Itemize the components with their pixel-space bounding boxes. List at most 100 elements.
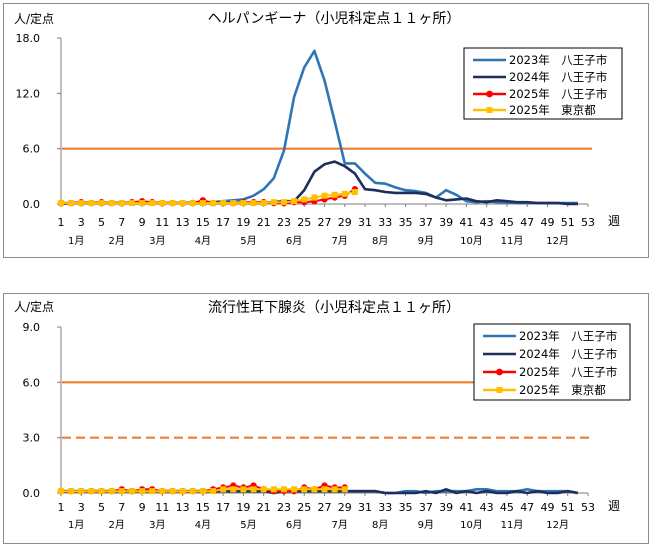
x-tick-label: 27 [318, 501, 332, 514]
month-label: 1月 [68, 235, 84, 247]
y-axis-label: 人/定点 [14, 11, 54, 26]
x-tick-label: 49 [540, 501, 554, 514]
data-point-2025 [78, 488, 85, 495]
data-point-2025 [98, 488, 105, 495]
legend-marker-2025-hachioji [486, 90, 493, 98]
x-tick-label: 27 [318, 216, 332, 229]
data-point-2025 [240, 486, 247, 493]
legend-label-2024: 2024年 八王子市 [519, 347, 617, 361]
data-point-2025 [68, 488, 75, 495]
legend-label-2025-hachioji: 2025年 八王子市 [509, 87, 607, 101]
x-tick-label: 17 [216, 501, 230, 514]
legend: 2023年 八王子市 2024年 八王子市 2025年 八王子市 2025年 東… [463, 47, 623, 120]
x-tick-label: 13 [176, 501, 190, 514]
legend: 2023年 八王子市 2024年 八王子市 2025年 八王子市 2025年 東… [473, 323, 631, 401]
data-point-2025 [88, 488, 95, 495]
x-tick-label: 37 [419, 216, 433, 229]
x-tick-label: 5 [98, 216, 105, 229]
x-tick-label: 31 [358, 501, 372, 514]
data-point-2025 [210, 488, 217, 495]
data-point-2025 [169, 488, 176, 495]
chart-panel-herpangina: 人/定点 ヘルパンギーナ（小児科定点１１ヶ所） 週 0.0 6.0 12.0 18.0… [3, 3, 649, 258]
data-point-2025 [311, 486, 318, 493]
data-point-2025 [220, 486, 227, 493]
data-point-2025 [260, 200, 267, 207]
y-tick-label: 6.0 [23, 376, 41, 389]
x-tick-label: 15 [196, 501, 210, 514]
x-tick-label: 51 [561, 216, 575, 229]
x-tick-label: 9 [139, 216, 146, 229]
x-tick-label: 33 [378, 501, 392, 514]
data-point-2025 [230, 486, 237, 493]
x-tick-label: 7 [118, 216, 125, 229]
x-tick-label: 13 [176, 216, 190, 229]
x-axis-label: 週 [608, 214, 620, 228]
month-label: 5月 [240, 519, 256, 531]
data-point-2025 [139, 200, 146, 207]
data-point-2025 [280, 486, 287, 493]
x-tick-label: 3 [78, 501, 85, 514]
month-label: 3月 [149, 235, 165, 247]
data-point-2025 [149, 200, 156, 207]
data-point-2025 [270, 486, 277, 493]
data-point-2025 [351, 189, 358, 196]
data-point-2025 [118, 200, 125, 207]
x-tick-label: 51 [561, 501, 575, 514]
month-label: 5月 [240, 235, 256, 247]
x-tick-label: 3 [78, 216, 85, 229]
data-point-2025 [78, 200, 85, 207]
data-point-2025 [108, 488, 115, 495]
x-tick-label: 25 [297, 501, 311, 514]
chart-panel-mumps: 人/定点 流行性耳下腺炎（小児科定点１１ヶ所） 週 0.0 3.0 6.0 9.0 1 3… [3, 293, 649, 544]
data-point-2025 [189, 488, 196, 495]
data-point-2025 [240, 200, 247, 207]
x-tick-label: 5 [98, 501, 105, 514]
data-point-2025 [311, 194, 318, 201]
month-label: 12月 [546, 519, 569, 531]
x-tick-label: 19 [236, 501, 250, 514]
month-label: 12月 [546, 235, 569, 247]
month-label: 2月 [109, 235, 125, 247]
y-tick-label: 9.0 [23, 321, 41, 334]
x-tick-label: 53 [581, 216, 595, 229]
y-tick-label: 3.0 [23, 432, 41, 445]
x-tick-label: 7 [118, 501, 125, 514]
x-tick-label: 19 [236, 216, 250, 229]
chart-herpangina: 人/定点 ヘルパンギーナ（小児科定点１１ヶ所） 週 0.0 6.0 12.0 18.0… [14, 11, 623, 247]
chart-mumps: 人/定点 流行性耳下腺炎（小児科定点１１ヶ所） 週 0.03.06.09.01 3… [14, 299, 631, 531]
month-label: 4月 [195, 235, 211, 247]
data-point-2025 [220, 200, 227, 207]
x-tick-label: 47 [520, 216, 534, 229]
x-tick-label: 17 [216, 216, 230, 229]
month-label: 9月 [418, 519, 434, 531]
data-point-2025 [139, 488, 146, 495]
month-label: 8月 [372, 519, 388, 531]
data-point-2025 [321, 486, 328, 493]
month-label: 9月 [418, 235, 434, 247]
legend-label-2024: 2024年 八王子市 [509, 70, 607, 84]
data-point-2025 [159, 488, 166, 495]
x-tick-label: 23 [277, 501, 291, 514]
data-point-2025 [98, 200, 105, 207]
data-point-2025 [88, 200, 95, 207]
x-tick-label: 15 [196, 216, 210, 229]
data-point-2025 [108, 200, 115, 207]
data-point-2025 [169, 200, 176, 207]
data-point-2025 [321, 192, 328, 199]
data-point-2025 [189, 200, 196, 207]
x-tick-label: 1 [58, 501, 65, 514]
data-point-2025 [291, 486, 298, 493]
data-point-2025 [118, 488, 125, 495]
data-point-2025 [210, 200, 217, 207]
data-point-2025 [291, 198, 298, 205]
x-tick-label: 45 [500, 501, 514, 514]
series-line-2024 [60, 160, 578, 206]
x-tick-label: 31 [358, 216, 372, 229]
x-tick-label: 45 [500, 216, 514, 229]
data-point-2025 [149, 488, 156, 495]
x-tick-label: 29 [338, 216, 352, 229]
data-point-2025 [270, 199, 277, 206]
data-point-2025 [260, 486, 267, 493]
legend-marker-2025-hachioji [496, 368, 503, 376]
x-tick-label: 33 [378, 216, 392, 229]
